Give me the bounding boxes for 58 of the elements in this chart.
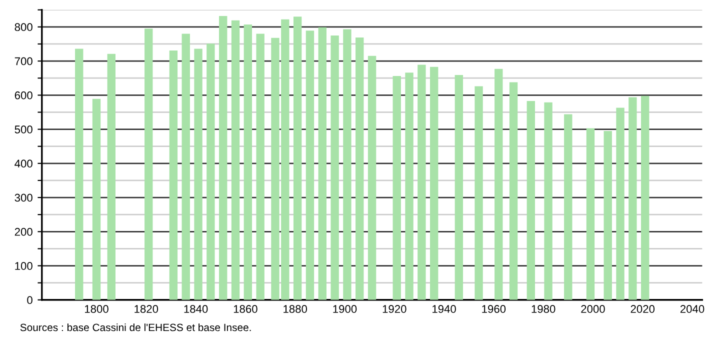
bar xyxy=(474,86,483,300)
y-tick-label: 500 xyxy=(14,126,32,134)
bar xyxy=(75,48,84,300)
bar xyxy=(526,100,536,300)
bar xyxy=(616,108,624,300)
x-tick-label: 1860 xyxy=(234,305,258,313)
bar xyxy=(182,34,190,300)
bar xyxy=(368,56,376,300)
bar xyxy=(641,96,650,300)
bar xyxy=(194,48,202,300)
x-tick-label: 2000 xyxy=(581,305,605,313)
x-tick-label: 1840 xyxy=(184,305,208,313)
x-tick-label: 1880 xyxy=(284,305,308,313)
bar xyxy=(509,82,518,300)
y-tick-label: 400 xyxy=(14,160,32,168)
y-tick-label: 0 xyxy=(27,296,32,304)
bar xyxy=(586,128,595,300)
x-tick-label: 1820 xyxy=(134,305,158,313)
x-tick-label: 1960 xyxy=(482,305,506,313)
bar xyxy=(107,54,116,300)
bar xyxy=(628,97,637,300)
bar xyxy=(144,28,153,300)
x-tick-label: 1980 xyxy=(532,305,556,313)
x-tick-label: 2020 xyxy=(630,305,655,313)
y-tick-label: 600 xyxy=(14,91,32,100)
bar xyxy=(356,37,364,300)
x-tick-label: 1940 xyxy=(432,305,456,313)
x-tick-label: 1900 xyxy=(333,305,357,313)
y-tick-label: 100 xyxy=(15,262,32,270)
bar xyxy=(604,130,612,300)
bar xyxy=(430,66,438,300)
bar xyxy=(494,68,503,300)
y-tick-label: 200 xyxy=(14,228,32,236)
bar xyxy=(206,44,215,300)
bar xyxy=(343,29,352,300)
x-tick-label: 1920 xyxy=(382,305,406,313)
x-tick-label: 1800 xyxy=(84,305,108,313)
bar xyxy=(318,27,326,300)
bar xyxy=(306,30,314,300)
bar xyxy=(293,16,302,300)
bar xyxy=(405,72,414,300)
bar xyxy=(454,75,464,300)
bar xyxy=(92,98,101,300)
source-note: Sources : base Cassini de l'EHESS et base Insee. xyxy=(20,323,251,332)
bar xyxy=(392,76,401,300)
y-tick-label: 800 xyxy=(14,23,32,32)
bar xyxy=(418,64,426,300)
bar xyxy=(330,35,339,300)
y-tick-label: 300 xyxy=(14,194,32,202)
x-tick-label: 2040 xyxy=(680,305,704,313)
bar xyxy=(169,50,178,300)
bar xyxy=(256,34,264,300)
bar xyxy=(244,24,252,300)
bar xyxy=(544,102,552,300)
bar xyxy=(564,114,572,300)
y-tick-label: 700 xyxy=(14,57,32,66)
bar xyxy=(219,16,228,300)
bar xyxy=(231,20,240,300)
